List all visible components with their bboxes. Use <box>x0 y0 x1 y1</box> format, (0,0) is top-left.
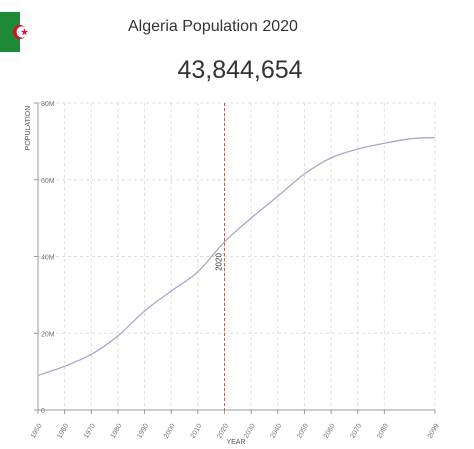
x-tick-label: 1970 <box>83 423 97 440</box>
page-title: Algeria Population 2020 <box>128 18 298 35</box>
chart-series <box>37 136 436 377</box>
x-tick-label: 2040 <box>270 423 284 440</box>
year-marker: 2020 <box>215 103 226 410</box>
x-tick-label: 2099 <box>427 423 441 440</box>
x-tick-label: 1950 <box>30 423 44 440</box>
x-tick-label: 2050 <box>296 423 310 440</box>
x-tick-label: 2000 <box>163 423 177 440</box>
y-axis-title: POPULATION <box>25 106 32 151</box>
chart-grid <box>38 102 436 410</box>
chart-ticks: 0 20M 40M 60M 80M 1950 1960 1970 1980 1990 2000 201… <box>30 101 441 440</box>
year-marker-label: 2020 <box>215 253 224 271</box>
x-tick-label: 2020 <box>216 423 230 440</box>
y-tick-label: 40M <box>41 255 55 262</box>
y-tick-label: 60M <box>41 178 55 185</box>
x-axis-title: YEAR <box>226 439 245 446</box>
x-tick-label: 1990 <box>136 423 150 440</box>
population-count: 43,844,654 <box>177 56 303 84</box>
x-tick-label: 2060 <box>323 423 337 440</box>
y-tick-label: 0 <box>41 408 45 415</box>
population-series-line <box>37 136 436 377</box>
x-tick-label: 1980 <box>110 423 124 440</box>
x-tick-label: 2080 <box>376 423 390 440</box>
y-tick-label: 80M <box>41 101 55 108</box>
x-tick-label: 2070 <box>350 423 364 440</box>
y-tick-label: 20M <box>41 331 55 338</box>
algeria-flag-icon <box>0 12 40 52</box>
x-tick-label: 2010 <box>190 423 204 440</box>
x-tick-label: 1960 <box>56 423 70 440</box>
x-tick-label: 2030 <box>243 423 257 440</box>
